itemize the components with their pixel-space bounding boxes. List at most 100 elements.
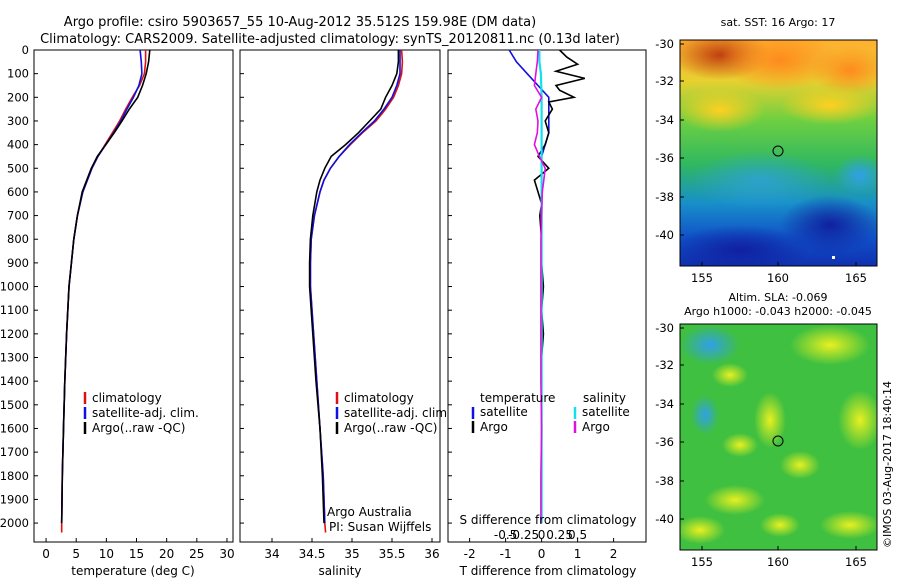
t-difference-x-axis: -2 -1 0 1 2 xyxy=(448,49,618,561)
legend-salinity-title: salinity xyxy=(583,391,626,405)
depth-tick-label: 1400 xyxy=(0,374,29,388)
x-tick-label: 15 xyxy=(129,547,144,561)
sst-map: sat. SST: 16 Argo: 17 -30 -32 -34 -36 -38 -40… xyxy=(655,16,878,285)
x-tick-label: -1 xyxy=(500,547,512,561)
depth-tick-label: 1100 xyxy=(0,303,29,317)
x-tick-label: 0 xyxy=(42,547,50,561)
temperature-legend: climatology satellite-adj. clim. Argo(..… xyxy=(83,391,199,435)
x-tick-label: 36 xyxy=(424,547,439,561)
difference-panel: -2 -1 0 1 2 -0.5-0.250 0.250.5 S difference f… xyxy=(447,49,647,578)
depth-tick-label: 1700 xyxy=(0,445,29,459)
lat-tick-label: -36 xyxy=(655,151,674,165)
depth-tick-label: 1600 xyxy=(0,421,29,435)
salinity-panel: 34 34.5 35 35.5 36 salinity climatology sate… xyxy=(239,49,451,578)
s-tick-label: 0.5 xyxy=(568,528,587,542)
temperature-x-axis: 0 5 10 15 20 25 30 xyxy=(42,538,235,561)
temperature-x-label: temperature (deg C) xyxy=(71,564,194,578)
legend-climatology-label: climatology xyxy=(92,391,162,405)
x-tick-label: 0 xyxy=(538,547,546,561)
depth-tick-label: 1300 xyxy=(0,351,29,365)
legend-t-satellite-label: satellite xyxy=(480,405,528,419)
temperature-series xyxy=(60,49,151,533)
s-tick-label: 0.25 xyxy=(546,528,573,542)
s-difference-label: S difference from climatology xyxy=(460,513,637,527)
x-tick-label: 35 xyxy=(344,547,359,561)
sla-lat-axis: -30 -32 -34 -36 -38 -40 xyxy=(655,321,684,526)
lat-tick-label: -32 xyxy=(655,74,674,88)
credit-line1: Argo Australia xyxy=(327,505,412,519)
legend-t-argo-label: Argo xyxy=(480,420,508,434)
s-difference-axis: -0.5-0.250 0.250.5 xyxy=(494,528,587,542)
sst-map-title: sat. SST: 16 Argo: 17 xyxy=(721,16,836,29)
depth-tick-label: 1000 xyxy=(0,280,29,294)
temperature-axes-frame xyxy=(33,49,234,543)
depth-tick-label: 200 xyxy=(7,90,29,104)
x-tick-label: 34 xyxy=(264,547,279,561)
s-tick-label: 0 xyxy=(538,528,546,542)
depth-tick-label: 400 xyxy=(7,138,29,152)
x-tick-label: -2 xyxy=(464,547,476,561)
depth-tick-label: 0 xyxy=(22,43,29,57)
s-tick-label: -0.5 xyxy=(494,528,517,542)
lat-tick-label: -30 xyxy=(655,321,674,335)
legend-temperature-title: temperature xyxy=(480,391,555,405)
depth-tick-label: 1900 xyxy=(0,492,29,506)
legend-climatology-label: climatology xyxy=(344,391,414,405)
difference-legend: temperature satellite Argo salinity sate… xyxy=(471,391,630,434)
t-difference-label: T difference from climatology xyxy=(459,564,637,578)
sla-map-image xyxy=(680,324,877,550)
depth-tick-label: 100 xyxy=(7,67,29,81)
legend-argo-label: Argo(..raw -QC) xyxy=(344,421,437,435)
depth-axis: 0 100 200 300 400 500 600 700 800 900 1000 1100 1200… xyxy=(0,43,38,530)
depth-tick-label: 700 xyxy=(7,209,29,223)
salinity-series xyxy=(308,49,404,533)
legend-argo-label: Argo(..raw -QC) xyxy=(92,421,185,435)
lat-tick-label: -38 xyxy=(655,190,674,204)
depth-tick-label: 2000 xyxy=(0,516,29,530)
x-tick-label: 20 xyxy=(159,547,174,561)
sst-lon-axis: 155 160 165 xyxy=(691,262,867,285)
series-line-argo xyxy=(308,50,400,524)
temperature-panel: 0100200300400500600700800900100011001200… xyxy=(0,43,235,578)
legend-satellite-label: satellite-adj. clim. xyxy=(92,406,199,420)
salinity-x-axis: 34 34.5 35 35.5 36 xyxy=(240,49,440,561)
imos-timestamp: ©IMOS 03-Aug-2017 18:40:14 xyxy=(881,381,894,548)
lon-tick-label: 155 xyxy=(691,555,713,569)
depth-tick-label: 500 xyxy=(7,161,29,175)
lat-tick-label: -34 xyxy=(655,397,674,411)
x-tick-label: 25 xyxy=(189,547,204,561)
lon-tick-label: 165 xyxy=(845,555,867,569)
s-tick-label: -0.25 xyxy=(508,528,539,542)
x-tick-label: 30 xyxy=(219,547,234,561)
lat-tick-label: -32 xyxy=(655,358,674,372)
salinity-legend: climatology satellite-adj. clim. Argo(..… xyxy=(335,391,451,435)
lat-tick-label: -34 xyxy=(655,113,674,127)
figure-title-line2: Climatology: CARS2009. Satellite-adjuste… xyxy=(40,32,620,47)
x-tick-label: 1 xyxy=(574,547,582,561)
depth-tick-label: 600 xyxy=(7,185,29,199)
x-tick-label: 10 xyxy=(99,547,114,561)
lon-tick-label: 165 xyxy=(845,271,867,285)
depth-tick-label: 1200 xyxy=(0,327,29,341)
sst-lat-axis: -30 -32 -34 -36 -38 -40 xyxy=(655,37,684,242)
depth-tick-label: 300 xyxy=(7,114,29,128)
credit-line2: PI: Susan Wijffels xyxy=(329,520,431,534)
sla-argo-location-marker xyxy=(772,435,784,447)
lat-tick-label: -40 xyxy=(655,512,674,526)
series-line-s_argo xyxy=(533,49,547,524)
depth-tick-label: 800 xyxy=(7,232,29,246)
legend-s-argo-label: Argo xyxy=(582,420,610,434)
x-tick-label: 35.5 xyxy=(379,547,406,561)
sst-argo-location-marker xyxy=(772,145,784,157)
difference-series xyxy=(508,49,585,524)
sla-map: Altim. SLA: -0.069 Argo h1000: -0.043 h2… xyxy=(655,291,878,569)
legend-satellite-label: satellite-adj. clim. xyxy=(344,406,451,420)
salinity-axes-frame xyxy=(239,49,441,543)
lat-tick-label: -30 xyxy=(655,37,674,51)
salinity-x-label: salinity xyxy=(318,564,361,578)
depth-tick-label: 900 xyxy=(7,256,29,270)
sla-map-title2: Argo h1000: -0.043 h2000: -0.045 xyxy=(684,305,872,318)
x-tick-label: 2 xyxy=(610,547,618,561)
figure-title-line1: Argo profile: csiro 5903657_55 10-Aug-20… xyxy=(64,15,536,30)
